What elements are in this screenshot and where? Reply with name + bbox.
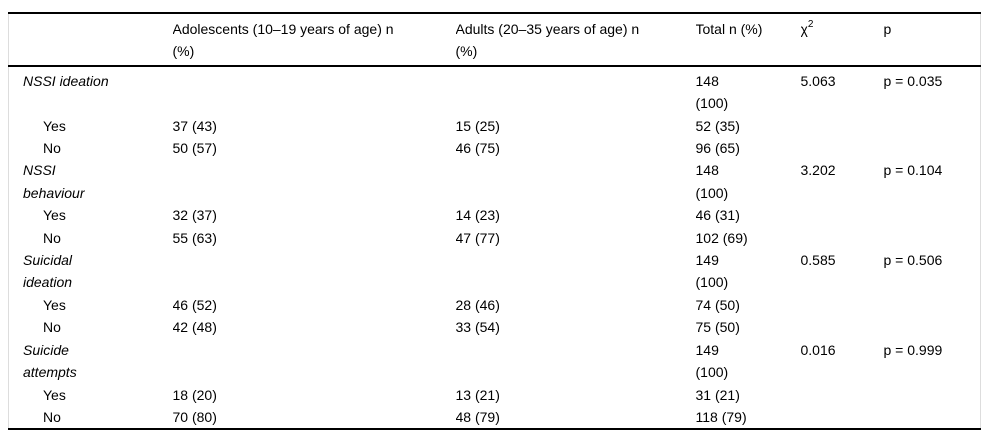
header-row-label <box>8 13 173 67</box>
adolescents-cell <box>173 66 456 115</box>
row-label-cell: NSSI ideation <box>23 72 109 89</box>
adults-cell <box>456 249 696 294</box>
table-row: Yes 37 (43) 15 (25) 52 (35) <box>9 115 981 137</box>
table-row: No 50 (57) 46 (75) 96 (65) <box>9 137 981 159</box>
chi-square-cell <box>801 384 884 406</box>
total-cell: 31 (21) <box>695 386 740 403</box>
row-label-cell: Yes <box>43 207 66 224</box>
chi-square-cell <box>801 316 884 338</box>
p-value-cell: p = 0.999 <box>883 341 943 358</box>
adolescents-cell: 37 (43) <box>172 117 217 134</box>
row-label-cell: Suicidal ideation <box>23 252 73 291</box>
row-label-cell: NSSI behaviour <box>23 162 85 201</box>
total-cell: 75 (50) <box>695 319 740 336</box>
adults-cell <box>456 339 696 384</box>
total-cell: 148 (100) <box>695 72 729 112</box>
chi-square-cell <box>801 115 884 137</box>
row-label-cell: Yes <box>43 386 66 403</box>
header-p-value: p <box>883 13 981 67</box>
total-cell: 148 (100) <box>695 162 729 201</box>
p-value-cell: p = 0.035 <box>883 72 943 89</box>
header-chi-square: χ2 <box>800 13 884 67</box>
adults-cell: 28 (46) <box>455 296 500 313</box>
total-cell: 149 (100) <box>695 252 729 291</box>
p-value-cell: p = 0.104 <box>883 162 943 179</box>
table-row-nssi-ideation: NSSI ideation 148 (100) 5.063 p = 0.035 <box>9 66 981 115</box>
header-adolescents: Adolescents (10–19 years of age) n (%) <box>172 13 456 67</box>
adolescents-cell: 18 (20) <box>172 386 217 403</box>
table-row: Yes 46 (52) 28 (46) 74 (50) <box>9 294 981 316</box>
p-value-cell <box>884 294 981 316</box>
chi-square-cell: 5.063 <box>800 72 836 89</box>
p-value-cell: p = 0.506 <box>883 252 943 269</box>
adolescents-cell <box>173 159 456 204</box>
chi-square-cell <box>801 227 884 249</box>
chi-symbol: χ <box>800 21 808 37</box>
adults-cell: 47 (77) <box>455 229 500 246</box>
row-label-cell: No <box>43 408 61 425</box>
adults-cell <box>456 66 696 115</box>
p-value-cell <box>884 115 981 137</box>
total-cell: 96 (65) <box>695 140 740 157</box>
total-cell: 74 (50) <box>695 296 740 313</box>
adolescents-cell: 46 (52) <box>172 296 217 313</box>
header-total: Total n (%) <box>695 13 801 67</box>
table-row: No 42 (48) 33 (54) 75 (50) <box>9 316 981 338</box>
adults-cell: 13 (21) <box>455 386 500 403</box>
p-value-cell <box>884 384 981 406</box>
total-cell: 52 (35) <box>695 117 740 134</box>
p-value-cell <box>884 406 981 429</box>
table-row: No 70 (80) 48 (79) 118 (79) <box>9 406 981 429</box>
table-row: Yes 18 (20) 13 (21) 31 (21) <box>9 384 981 406</box>
total-cell: 102 (69) <box>695 229 748 246</box>
adolescents-cell <box>173 249 456 294</box>
chi-square-cell: 3.202 <box>800 162 836 179</box>
p-value-cell <box>884 227 981 249</box>
table-row-nssi-behaviour: NSSI behaviour 148 (100) 3.202 p = 0.104 <box>9 159 981 204</box>
chi-square-cell: 0.585 <box>800 252 836 269</box>
row-label-cell: No <box>43 319 61 336</box>
header-row: Adolescents (10–19 years of age) n (%) A… <box>8 13 981 67</box>
table-row: No 55 (63) 47 (77) 102 (69) <box>9 227 981 249</box>
row-label-cell: No <box>43 229 61 246</box>
chi-square-cell <box>801 204 884 226</box>
adults-cell <box>456 159 696 204</box>
paper-table-container: Adolescents (10–19 years of age) n (%) A… <box>8 12 981 431</box>
total-cell: 46 (31) <box>695 207 740 224</box>
table-row-suicidal-ideation: Suicidal ideation 149 (100) 0.585 p = 0.… <box>9 249 981 294</box>
adolescents-cell: 70 (80) <box>172 408 217 425</box>
adults-cell: 15 (25) <box>455 117 500 134</box>
p-value-cell <box>884 316 981 338</box>
row-label-cell: Suicide attempts <box>23 341 77 381</box>
adults-cell: 48 (79) <box>455 408 500 425</box>
table-row-suicide-attempts: Suicide attempts 149 (100) 0.016 p = 0.9… <box>9 339 981 384</box>
row-label-cell: No <box>43 140 61 157</box>
chi-square-cell <box>801 406 884 429</box>
statistics-table: Adolescents (10–19 years of age) n (%) A… <box>8 12 981 431</box>
chi-square-cell <box>801 294 884 316</box>
adolescents-cell: 50 (57) <box>172 140 217 157</box>
adolescents-cell: 32 (37) <box>172 207 217 224</box>
chi-square-cell: 0.016 <box>800 341 836 358</box>
total-cell: 118 (79) <box>695 408 747 425</box>
p-value-cell <box>884 204 981 226</box>
adults-cell: 33 (54) <box>455 319 500 336</box>
table-row: Yes 32 (37) 14 (23) 46 (31) <box>9 204 981 226</box>
row-label-cell: Yes <box>43 117 66 134</box>
adolescents-cell <box>173 339 456 384</box>
adolescents-cell: 42 (48) <box>172 319 217 336</box>
header-adults: Adults (20–35 years of age) n (%) <box>455 13 696 67</box>
row-label-cell: Yes <box>43 296 66 313</box>
total-cell: 149 (100) <box>695 341 729 381</box>
chi-superscript: 2 <box>807 19 814 31</box>
p-value-cell <box>884 137 981 159</box>
adults-cell: 14 (23) <box>455 207 500 224</box>
adolescents-cell: 55 (63) <box>172 229 217 246</box>
chi-square-cell <box>801 137 884 159</box>
adults-cell: 46 (75) <box>455 140 500 157</box>
